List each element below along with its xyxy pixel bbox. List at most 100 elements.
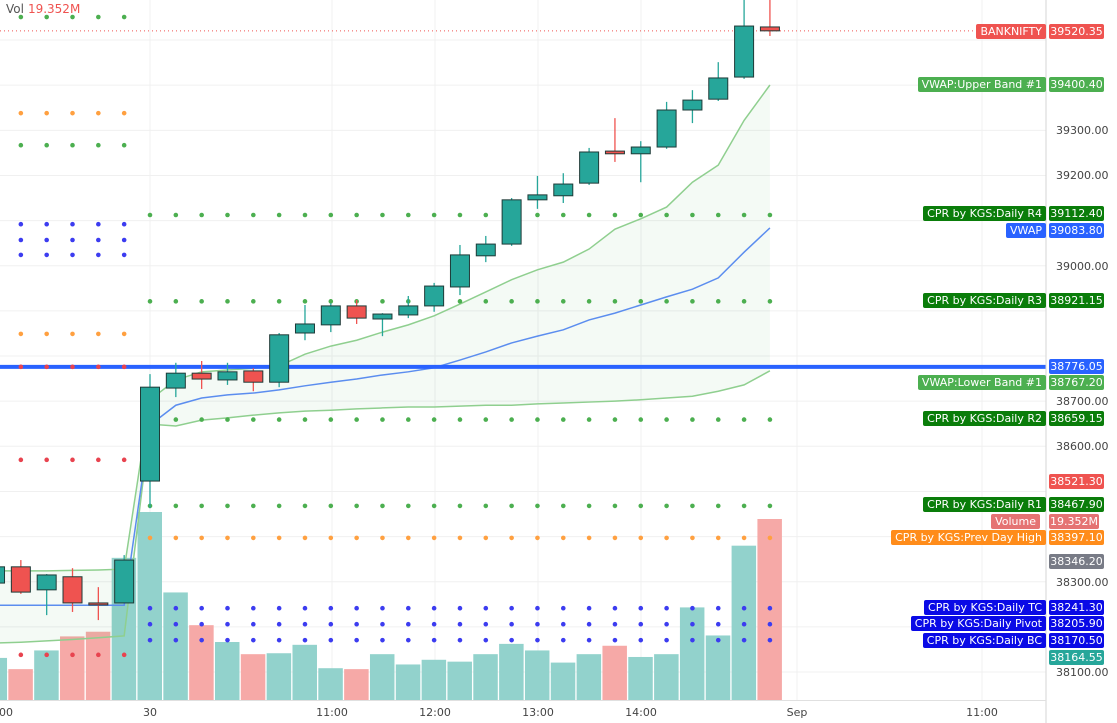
candle-body <box>62 576 83 604</box>
volume-bar <box>266 653 292 700</box>
cpr-dot <box>199 637 204 643</box>
cpr-dot <box>96 364 101 370</box>
volume-bar <box>0 657 8 700</box>
volume-bar <box>550 662 576 700</box>
cpr-dot <box>121 142 127 148</box>
cpr-dot <box>431 637 437 643</box>
candle-body <box>10 566 31 593</box>
cpr-dot <box>225 535 230 541</box>
cpr-dot <box>199 417 204 422</box>
cpr-dot <box>509 299 514 304</box>
cpr-dot <box>380 621 385 627</box>
cpr-dot <box>457 637 463 643</box>
cpr-dot <box>457 503 463 509</box>
volume-bar <box>602 645 627 700</box>
cpr-dot <box>741 212 747 218</box>
cpr-dot <box>199 535 204 541</box>
cpr-dot <box>638 503 644 509</box>
vwap-line <box>0 227 771 606</box>
cpr-dot <box>328 299 334 304</box>
cpr-dot <box>431 605 437 611</box>
cpr-dot <box>767 605 773 611</box>
cpr-dot <box>302 299 308 304</box>
time-tick: 14:00 <box>625 706 657 719</box>
cpr-dot <box>44 237 49 243</box>
cpr-dot <box>18 457 24 463</box>
cpr-dot <box>767 299 773 304</box>
cpr-dot <box>44 457 49 463</box>
cpr-dot <box>225 212 230 218</box>
volume-bar <box>318 668 343 700</box>
cpr-dot <box>380 417 385 422</box>
cpr-dot <box>715 503 721 509</box>
cpr-dot <box>225 605 230 611</box>
cpr-dot <box>457 535 463 541</box>
candle-body <box>449 254 470 288</box>
candle-body <box>501 199 522 245</box>
cpr-dots <box>18 14 773 658</box>
cpr-dot <box>147 637 153 643</box>
candle-body <box>372 313 393 320</box>
cpr-dot <box>251 605 256 611</box>
cpr-dot <box>715 605 721 611</box>
band-fill <box>0 84 770 643</box>
cpr-dot <box>44 364 49 370</box>
label-name: CPR by KGS:Daily BC <box>922 633 1046 648</box>
cpr-dot <box>741 299 747 304</box>
cpr-dot <box>509 535 514 541</box>
cpr-dot <box>741 637 747 643</box>
cpr-dot <box>664 621 669 627</box>
cpr-dot <box>509 621 514 627</box>
cpr-dot <box>586 503 592 509</box>
volume-legend: Vol 19.352M <box>6 2 80 16</box>
cpr-dot <box>96 14 101 20</box>
cpr-dot <box>18 331 24 337</box>
cpr-dot <box>664 535 669 541</box>
cpr-dot <box>328 503 334 509</box>
label-name: CPR by KGS:Daily R1 <box>923 497 1046 512</box>
cpr-dot <box>690 212 695 218</box>
cpr-dot <box>612 605 618 611</box>
volume-bar <box>628 656 653 700</box>
cpr-dot <box>457 299 463 304</box>
cpr-dot <box>354 621 359 627</box>
cpr-dot <box>121 252 127 258</box>
cpr-dot <box>431 503 437 509</box>
volume-legend-value: 19.352M <box>27 2 81 16</box>
cpr-dot <box>173 212 179 218</box>
candle-body <box>88 602 109 606</box>
volume-bar <box>344 669 369 700</box>
candle-body <box>398 305 419 316</box>
label-name: CPR by KGS:Daily R3 <box>923 293 1046 308</box>
candle-body <box>630 146 651 155</box>
candle-body <box>0 566 6 584</box>
cpr-dot <box>690 637 695 643</box>
cpr-dot <box>251 621 256 627</box>
cpr-dot <box>638 637 644 643</box>
cpr-dot <box>380 503 385 509</box>
cpr-dot <box>535 535 540 541</box>
label-name: BANKNIFTY <box>976 24 1046 39</box>
candle-body <box>191 372 212 380</box>
cpr-dot <box>509 637 514 643</box>
cpr-dot <box>741 503 747 509</box>
cpr-dot <box>276 621 282 627</box>
cpr-dot <box>70 14 75 20</box>
cpr-dot <box>225 503 230 509</box>
cpr-dot <box>328 535 334 541</box>
cpr-dot <box>767 535 773 541</box>
cpr-dot <box>354 535 359 541</box>
cpr-dot <box>509 417 514 422</box>
cpr-dot <box>638 299 644 304</box>
label-name: CPR by KGS:Prev Day High <box>891 530 1046 545</box>
cpr-dot <box>96 110 101 116</box>
cpr-dot <box>199 605 204 611</box>
cpr-dot <box>715 621 721 627</box>
cpr-dot <box>70 652 75 658</box>
cpr-dot <box>380 605 385 611</box>
cpr-dot <box>586 605 592 611</box>
cpr-dot <box>18 110 24 116</box>
cpr-dot <box>328 621 334 627</box>
cpr-dot <box>302 637 308 643</box>
